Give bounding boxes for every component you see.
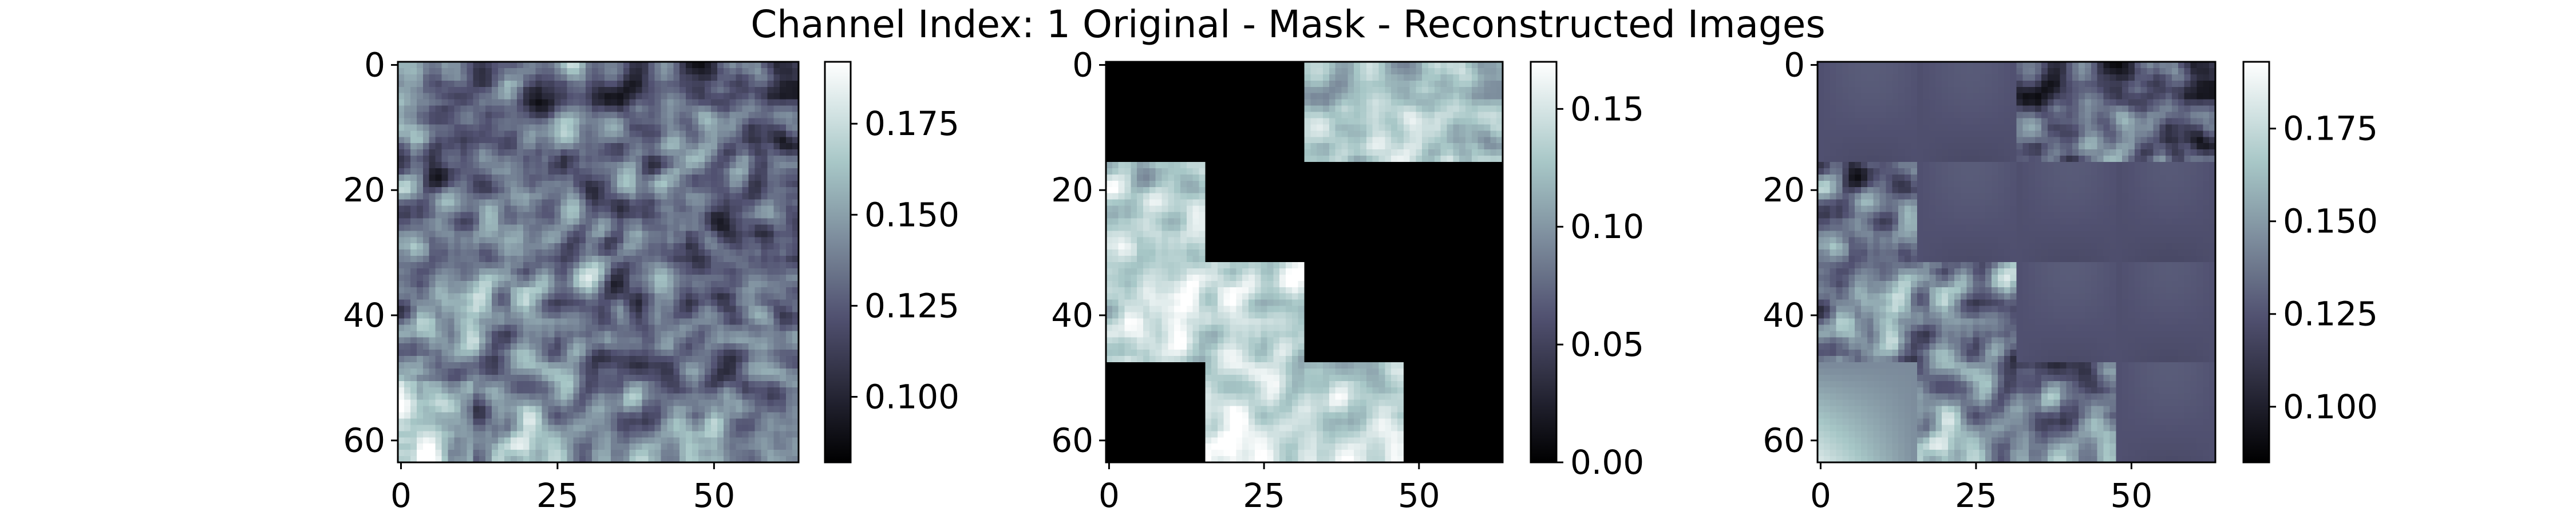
figure-title: Channel Index: 1 Original - Mask - Recon… [750,2,1826,46]
original-colorbar-tick-label: 0.150 [864,195,959,234]
original-y-tick-label: 40 [343,296,385,335]
original-x-tick-label: 50 [693,476,735,515]
original-colorbar [824,61,852,464]
reconstructed-panel: 0 25 50 0 20 40 60 0.100 0.125 0.150 0.175 [1763,45,2378,515]
reconstructed-y-tick-label: 40 [1763,296,1805,335]
mask-y-tick-label: 0 [1072,45,1093,84]
reconstructed-x-tick-label: 0 [1810,476,1831,515]
reconstructed-y-tick-label: 60 [1763,421,1805,460]
mask-y-tick-label: 20 [1051,171,1093,209]
original-colorbar-tick-label: 0.100 [864,377,959,416]
reconstructed-x-tick-label: 25 [1955,476,1997,515]
reconstructed-y-tick-label: 0 [1784,45,1805,84]
reconstructed-x-tick-label: 50 [2110,476,2152,515]
reconstructed-y-tick-label: 20 [1763,171,1805,209]
mask-y-tick-label: 60 [1051,421,1093,460]
mask-colorbar-tick-label: 0.00 [1570,443,1644,482]
mask-colorbar [1530,61,1558,464]
original-x-tick-label: 25 [536,476,579,515]
mask-heatmap-image [1106,62,1503,462]
mask-x-tick-label: 0 [1099,476,1120,515]
mask-x-tick-label: 25 [1243,476,1285,515]
original-y-tick-label: 60 [343,421,385,460]
original-heatmap-image [398,62,799,462]
mask-colorbar-tick-label: 0.10 [1570,207,1644,246]
mask-colorbar-tick-label: 0.15 [1570,89,1644,128]
mask-panel: 0 25 50 0 20 40 60 0.00 0.05 0.10 0.15 [1051,45,1644,515]
reconstructed-heatmap-image [1818,62,2215,462]
mask-x-tick-label: 50 [1398,476,1440,515]
original-colorbar-tick-label: 0.125 [864,286,959,325]
original-y-tick-label: 20 [343,171,385,209]
original-axes-frame [397,61,800,464]
reconstructed-colorbar [2242,61,2270,464]
reconstructed-colorbar-tick-label: 0.150 [2283,202,2378,241]
mask-y-tick-label: 40 [1051,296,1093,335]
original-x-tick-label: 0 [390,476,412,515]
original-colorbar-tick-label: 0.175 [864,104,959,143]
original-panel: 0 25 50 0 20 40 60 0.100 0.125 0.150 0.175 [343,45,959,515]
mask-axes-frame [1105,61,1504,464]
mask-colorbar-tick-label: 0.05 [1570,325,1644,364]
reconstructed-colorbar-tick-label: 0.100 [2283,387,2378,426]
original-y-tick-label: 0 [364,45,385,84]
reconstructed-colorbar-tick-label: 0.175 [2283,109,2378,148]
reconstructed-colorbar-tick-label: 0.125 [2283,295,2378,334]
reconstructed-axes-frame [1816,61,2217,464]
